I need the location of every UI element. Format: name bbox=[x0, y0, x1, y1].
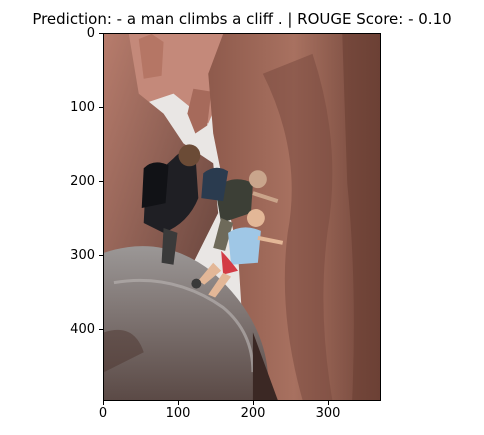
y-tick-100 bbox=[99, 107, 103, 108]
x-tick-label-100: 100 bbox=[165, 406, 191, 421]
y-tick-label-100: 100 bbox=[70, 100, 95, 115]
y-tick-label-0: 0 bbox=[86, 26, 95, 41]
y-tick-label-400: 400 bbox=[70, 322, 95, 337]
y-tick-300 bbox=[99, 255, 103, 256]
figure-title: Prediction: - a man climbs a cliff . | R… bbox=[32, 10, 452, 28]
x-tick-label-200: 200 bbox=[240, 406, 266, 421]
y-tick-200 bbox=[99, 181, 103, 182]
y-tick-label-300: 300 bbox=[70, 248, 95, 263]
y-tick-400 bbox=[99, 329, 103, 330]
image-axes bbox=[103, 33, 381, 401]
y-tick-0 bbox=[99, 33, 103, 34]
x-tick-100 bbox=[178, 401, 179, 405]
x-tick-label-300: 300 bbox=[315, 406, 341, 421]
x-tick-0 bbox=[103, 401, 104, 405]
x-tick-300 bbox=[328, 401, 329, 405]
x-tick-200 bbox=[253, 401, 254, 405]
y-tick-label-200: 200 bbox=[70, 174, 95, 189]
canyon-climbers-photo bbox=[104, 34, 380, 400]
x-tick-label-0: 0 bbox=[98, 406, 108, 421]
